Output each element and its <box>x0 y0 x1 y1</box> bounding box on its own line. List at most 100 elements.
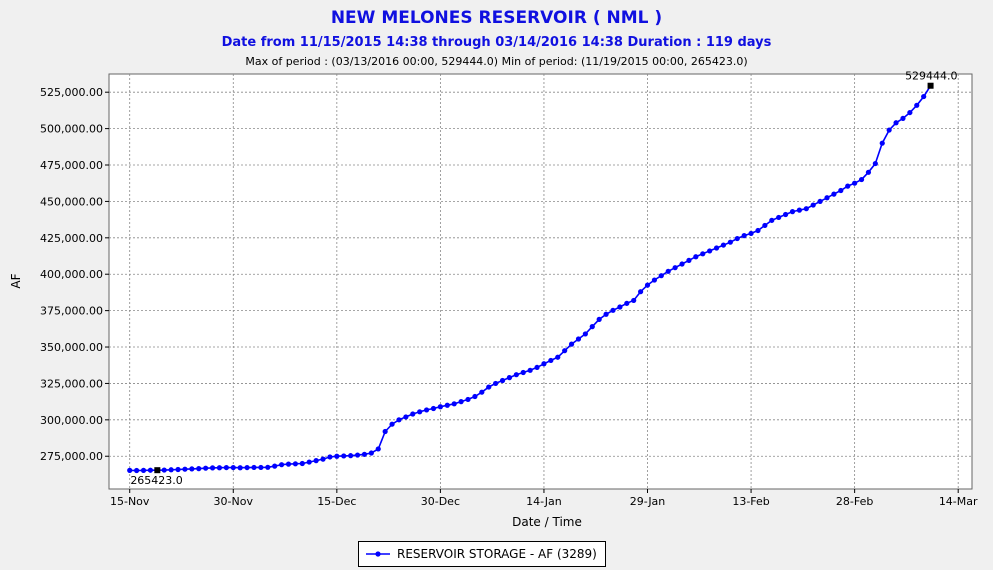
data-point <box>582 331 588 337</box>
y-tick-label: 400,000.00 <box>40 268 103 281</box>
data-point <box>679 261 685 267</box>
data-point <box>803 206 809 212</box>
data-point <box>651 277 658 283</box>
data-point <box>361 451 368 457</box>
y-axis: 275,000.00 300,000.00 325,000.00 350,000.00… <box>40 86 109 463</box>
y-tick-label: 275,000.00 <box>40 450 103 463</box>
data-point <box>168 467 174 473</box>
data-point <box>644 282 651 288</box>
data-point <box>562 348 568 354</box>
data-point <box>555 354 561 360</box>
x-tick-label: 14-Mar <box>939 495 978 508</box>
data-point <box>824 195 830 201</box>
data-point <box>852 180 858 186</box>
data-point <box>831 191 837 197</box>
annotation-marker <box>927 82 934 89</box>
data-point <box>272 463 278 469</box>
data-point <box>907 109 913 116</box>
data-point <box>334 453 340 459</box>
data-point <box>789 209 796 215</box>
data-point <box>389 421 395 427</box>
annotation-label: 529444.0 <box>905 70 958 83</box>
x-axis: 15-Nov 30-Nov 15-Dec 30-Dec 14-Jan 29-Jan 13-F… <box>110 489 978 508</box>
data-point <box>479 389 485 395</box>
y-tick-label: 350,000.00 <box>40 341 103 354</box>
data-point <box>486 384 492 390</box>
data-point <box>658 273 664 279</box>
data-point <box>223 464 229 471</box>
data-point <box>203 465 209 471</box>
data-point <box>292 461 299 467</box>
y-tick-label: 325,000.00 <box>40 377 103 390</box>
x-axis-label: Date / Time <box>512 515 582 529</box>
data-point <box>568 341 575 347</box>
y-axis-label: AF <box>9 273 23 288</box>
x-tick-label: 15-Dec <box>317 495 356 508</box>
data-point <box>748 230 754 237</box>
data-point <box>741 233 747 239</box>
data-point <box>465 396 471 403</box>
data-point <box>610 307 616 313</box>
data-point <box>575 336 582 342</box>
y-tick-label: 425,000.00 <box>40 232 103 245</box>
data-point <box>161 467 167 473</box>
data-point <box>410 411 416 417</box>
data-point <box>127 467 133 473</box>
data-point <box>327 454 333 460</box>
data-point <box>727 239 733 245</box>
data-point <box>299 460 305 467</box>
data-point <box>631 297 637 304</box>
data-point <box>755 227 761 234</box>
data-point <box>458 399 464 405</box>
series-storage <box>127 83 934 474</box>
legend-label: RESERVOIR STORAGE - AF (3289) <box>397 547 597 561</box>
data-point <box>506 375 513 381</box>
gridlines <box>109 74 972 489</box>
data-point <box>672 265 678 271</box>
y-tick-label: 450,000.00 <box>40 195 103 208</box>
data-point <box>810 202 816 208</box>
data-point <box>368 450 374 456</box>
y-tick-label: 525,000.00 <box>40 86 103 99</box>
y-tick-label: 375,000.00 <box>40 305 103 318</box>
data-point <box>140 467 147 473</box>
data-point <box>796 207 803 213</box>
data-point <box>237 465 243 471</box>
x-tick-label: 28-Feb <box>836 495 873 508</box>
data-point <box>713 245 720 251</box>
data-point <box>534 364 540 371</box>
annotation-label: 265423.0 <box>130 474 183 487</box>
data-point <box>513 372 519 378</box>
data-point <box>444 402 450 408</box>
data-point <box>638 289 644 295</box>
data-point <box>147 467 154 473</box>
data-point <box>258 464 264 471</box>
data-point <box>189 466 195 472</box>
data-point <box>320 456 326 462</box>
annotation-marker <box>154 467 161 474</box>
plot-area <box>108 73 973 490</box>
data-point <box>285 461 292 467</box>
data-point <box>209 465 216 471</box>
legend: RESERVOIR STORAGE - AF (3289) <box>358 541 606 567</box>
data-point <box>396 417 402 423</box>
data-point <box>900 115 906 122</box>
x-tick-label: 14-Jan <box>526 495 562 508</box>
data-point <box>845 183 851 189</box>
data-point <box>734 235 740 242</box>
x-tick-label: 13-Feb <box>732 495 769 508</box>
data-point <box>244 464 250 471</box>
data-point <box>375 446 381 452</box>
data-point <box>493 380 499 387</box>
data-point <box>423 407 430 413</box>
data-point <box>196 466 202 472</box>
data-point <box>520 369 526 376</box>
data-point <box>720 242 727 248</box>
data-point <box>589 324 595 330</box>
data-point <box>354 452 361 458</box>
data-point <box>382 428 388 435</box>
x-tick-label: 30-Dec <box>421 495 460 508</box>
data-point <box>782 211 789 218</box>
data-point <box>499 377 506 384</box>
